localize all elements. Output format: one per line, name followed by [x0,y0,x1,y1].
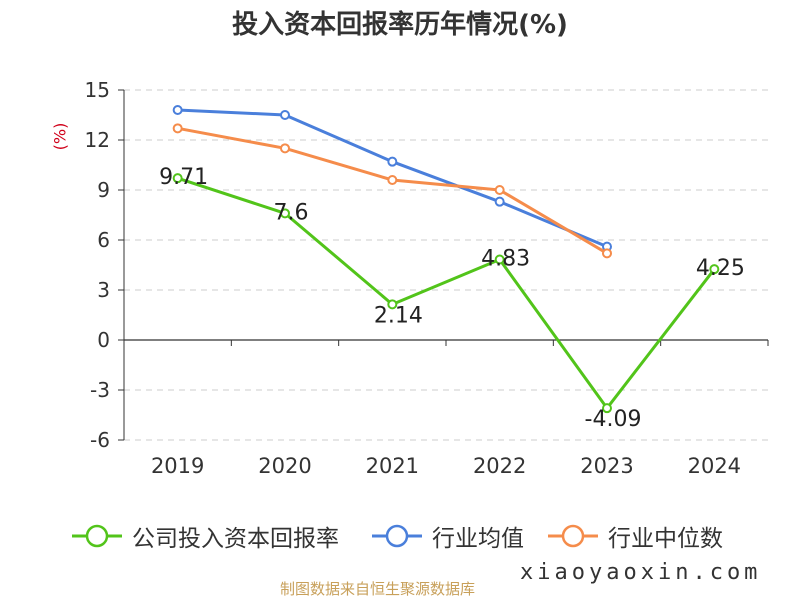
x-tick-label: 2024 [688,454,741,478]
data-label: 2.14 [374,303,423,328]
data-point [280,208,290,219]
y-tick-label: 0 [97,328,110,352]
data-label: -4.09 [585,407,642,432]
data-point [172,105,183,115]
legend-circle [561,524,585,548]
x-tick-label: 2020 [258,454,311,478]
legend-label: 公司投入资本回报率 [132,526,339,552]
data-point [280,110,290,120]
y-tick-label: -3 [90,378,110,402]
legend: 公司投入资本回报率 行业均值 行业中位数 [0,518,800,554]
legend-circle [385,524,409,548]
data-label: 4.25 [696,256,745,281]
series-line [177,176,716,410]
data-point [387,156,398,167]
y-tick-label: 6 [97,228,110,252]
data-point [602,248,612,259]
x-tick-label: 2019 [151,454,204,478]
y-tick-label: 15 [85,78,110,102]
data-point [602,403,612,414]
x-tick-label: 2021 [366,454,419,478]
data-point [387,299,398,310]
legend-label: 行业中位数 [608,526,723,552]
legend-marker-icon [72,524,122,548]
data-point [494,196,505,207]
data-point [709,264,720,275]
x-tick-label: 2022 [473,454,526,478]
legend-item[interactable]: 公司投入资本回报率 [70,518,339,554]
legend-marker-icon [372,524,422,548]
legend-label: 行业均值 [432,526,524,552]
legend-circle [85,524,109,548]
data-label: 9.71 [159,165,208,190]
data-point [172,123,183,134]
watermark: xiaoyaoxin.com [520,560,762,585]
y-tick-label: 9 [97,178,110,202]
data-label: 4.83 [481,247,530,272]
source-note: 制图数据来自恒生聚源数据库 [280,580,476,598]
data-point [494,185,505,195]
y-tick-label: 3 [97,278,110,302]
data-point [280,143,290,154]
x-tick-label: 2023 [580,454,633,478]
legend-item[interactable]: 行业中位数 [546,518,723,554]
data-point [172,173,183,184]
data-label: 7.6 [274,200,309,225]
y-tick-label: -6 [90,428,110,452]
series-line [177,126,608,255]
chart-title: 投入资本回报率历年情况(%) [232,10,568,40]
y-tick-label: 12 [85,128,110,152]
data-point [387,175,398,185]
legend-marker-icon [548,524,598,548]
legend-item[interactable]: 行业均值 [370,518,524,554]
data-point [494,254,505,265]
